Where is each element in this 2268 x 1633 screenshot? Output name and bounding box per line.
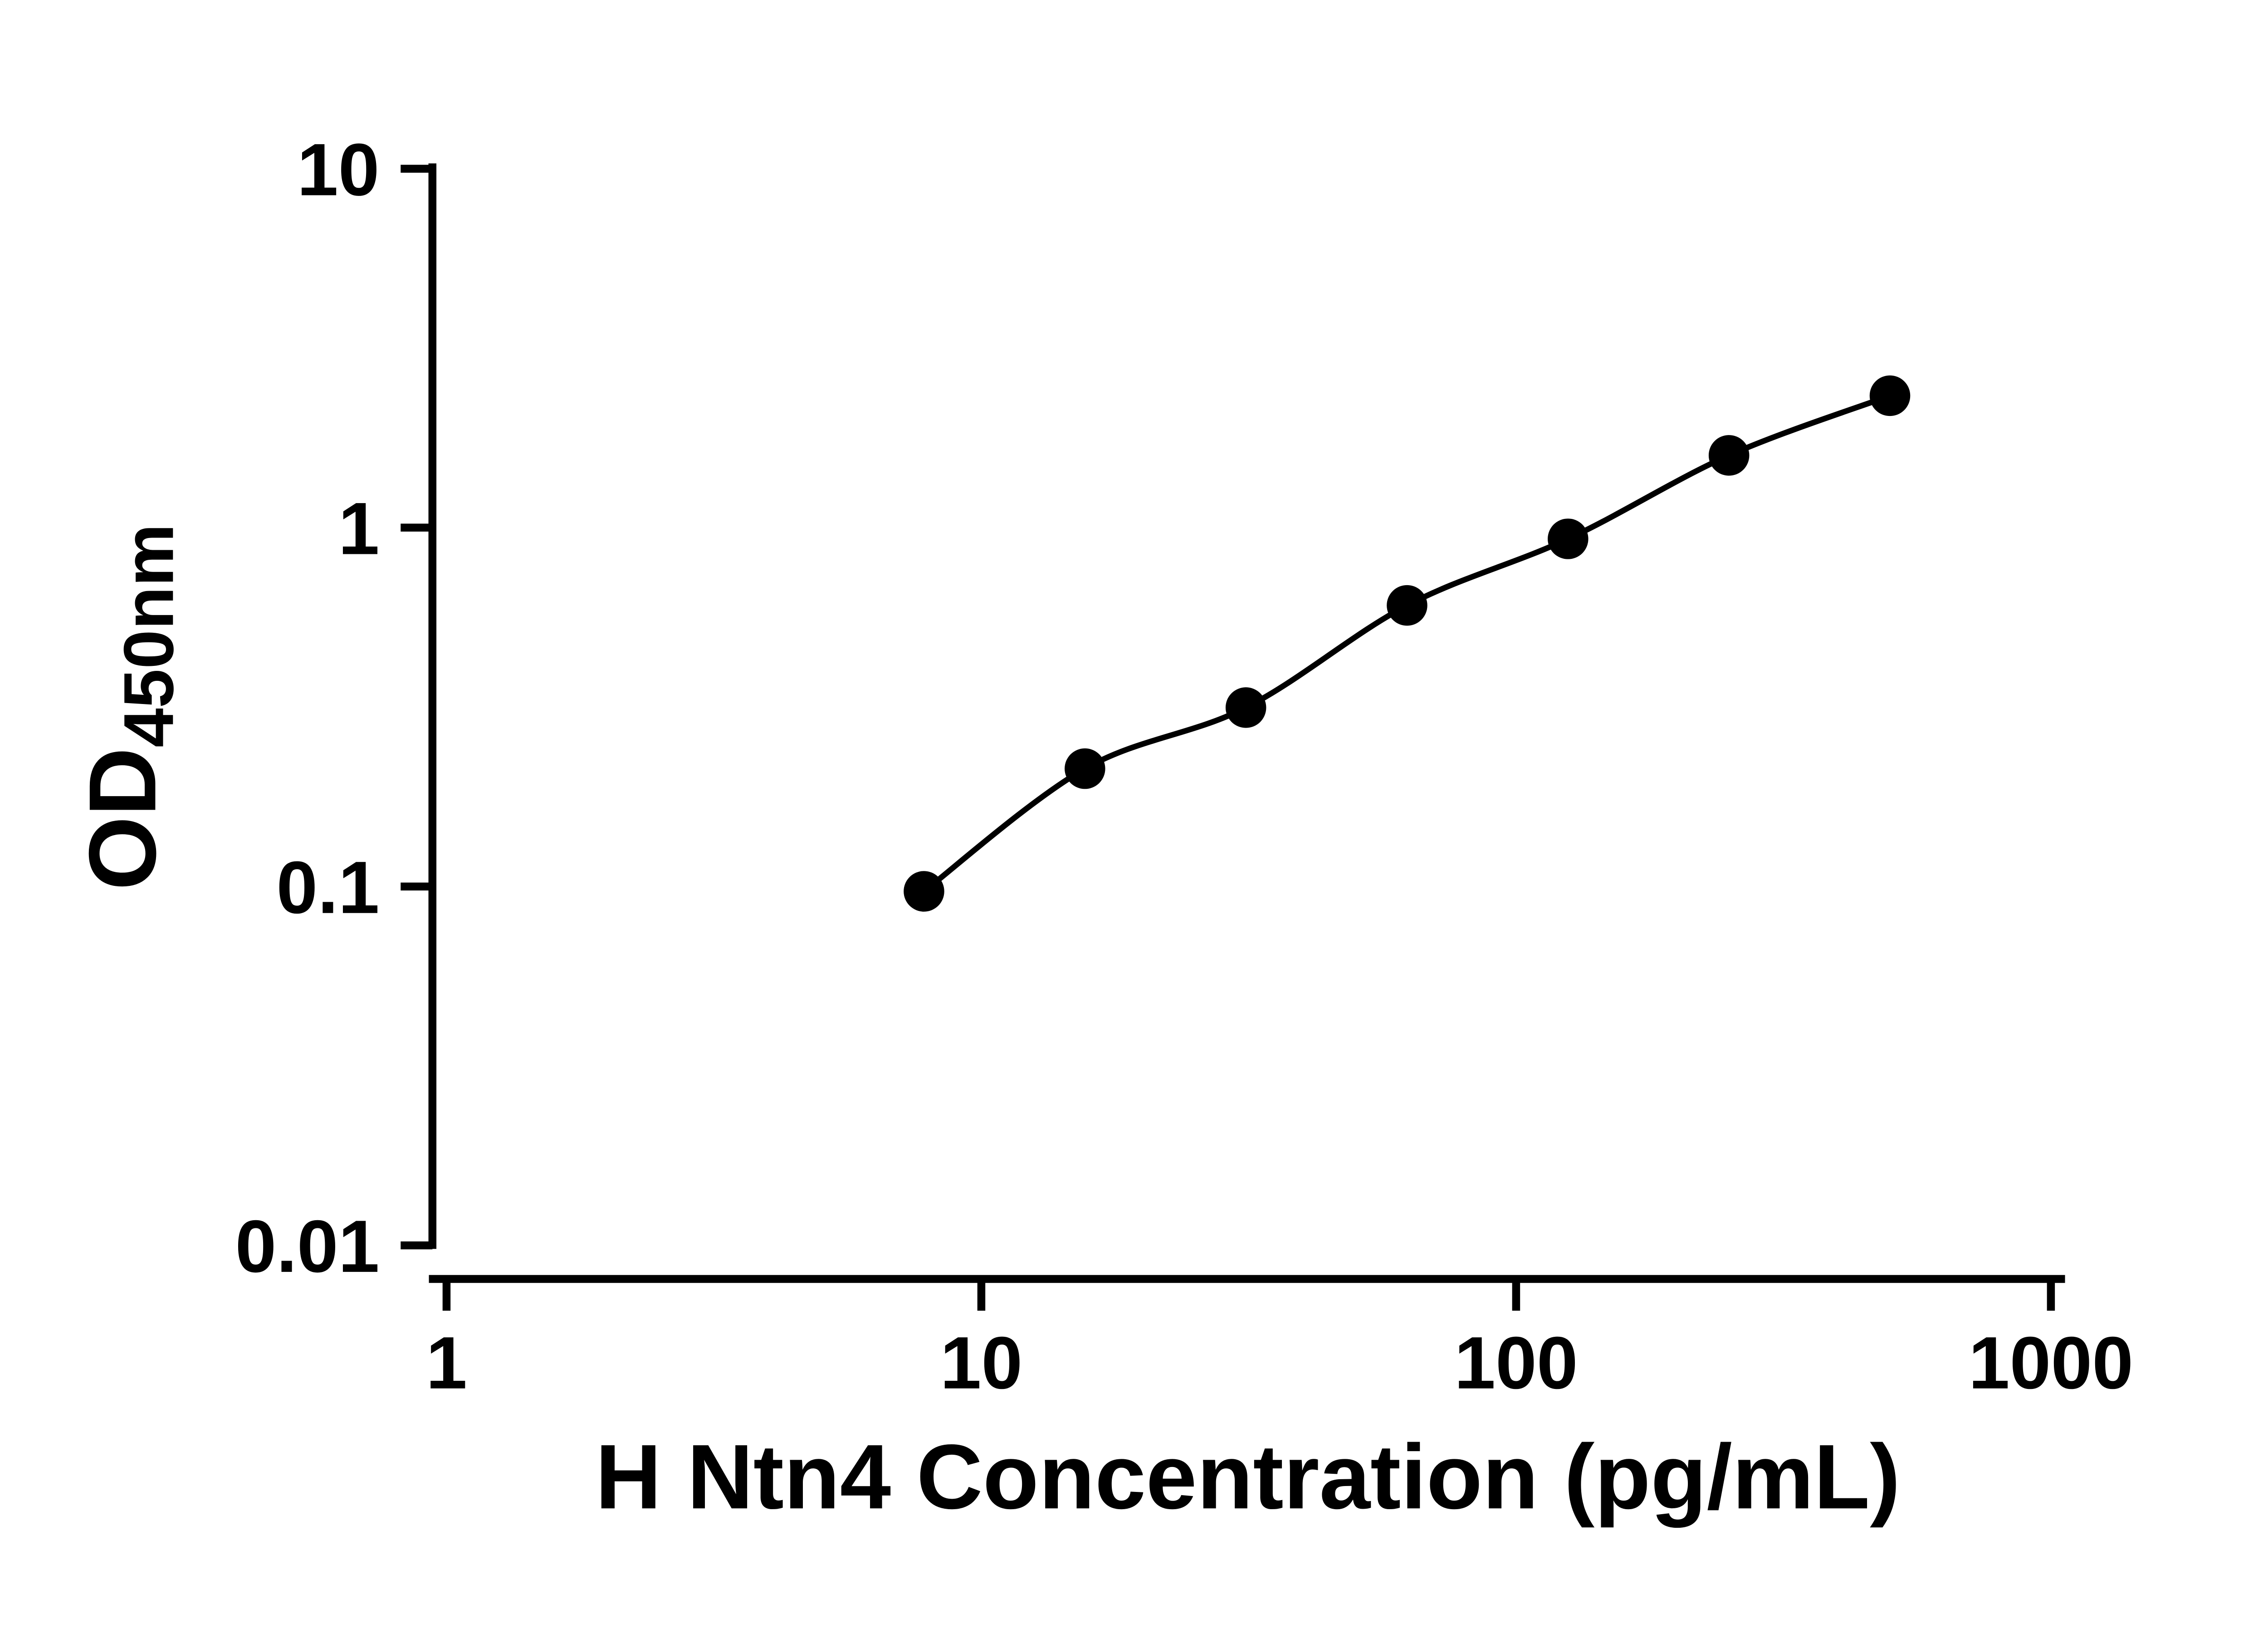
y-tick-label: 1 — [338, 487, 380, 570]
x-axis-title: H Ntn4 Concentration (pg/mL) — [595, 1425, 1900, 1528]
data-point — [1708, 435, 1750, 476]
data-point — [1387, 585, 1427, 626]
y-tick-label: 0.1 — [276, 846, 379, 929]
data-point — [904, 871, 944, 912]
y-axis-title-main: OD — [69, 748, 176, 890]
x-tick-label: 1000 — [1969, 1321, 2134, 1404]
y-axis-title-sub: 450nm — [109, 524, 188, 748]
data-point — [1548, 518, 1589, 559]
y-axis-title: OD450nm — [69, 524, 188, 890]
x-tick-label: 10 — [940, 1321, 1023, 1404]
x-tick-label: 100 — [1454, 1321, 1578, 1404]
y-tick-label: 10 — [297, 128, 380, 211]
data-point — [1225, 687, 1266, 728]
plot-generated: 0.01 0.1 1 10 1 10 100 1000 — [235, 128, 2134, 1404]
y-tick-label: 0.01 — [235, 1205, 380, 1288]
data-point — [1869, 375, 1911, 416]
fit-curve — [922, 393, 1891, 894]
x-tick-label: 1 — [426, 1321, 467, 1404]
data-point — [1065, 748, 1105, 789]
